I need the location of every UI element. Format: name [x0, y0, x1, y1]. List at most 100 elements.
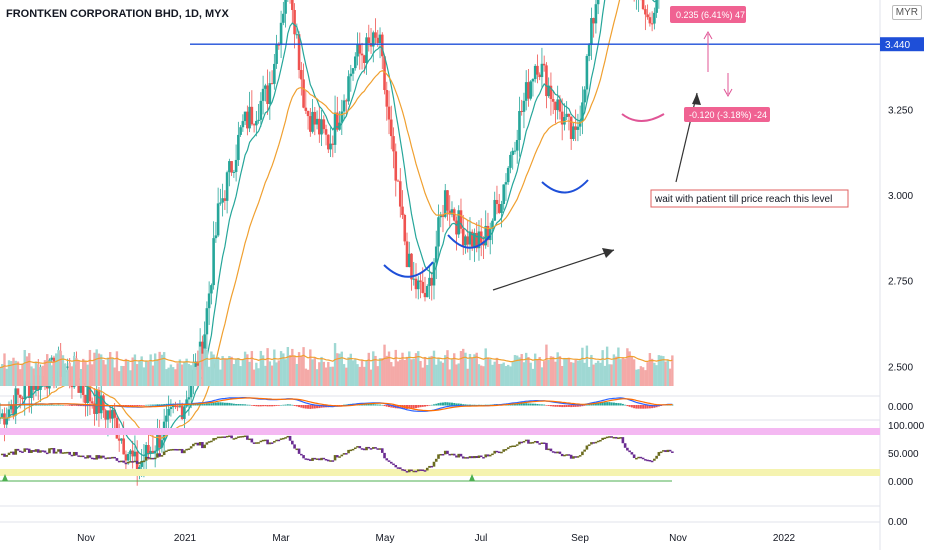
volume-bar — [59, 350, 62, 386]
rsi-bar — [648, 460, 652, 462]
rsi-bar — [488, 454, 492, 457]
candle-body — [587, 44, 591, 56]
rsi-bar — [142, 460, 146, 463]
rsi-bar — [68, 451, 72, 455]
macd-hist-bar — [462, 404, 465, 406]
macd-hist-bar — [617, 403, 620, 406]
volume-bar — [286, 347, 290, 386]
rsi-bar — [304, 458, 308, 460]
volume-bar — [104, 364, 107, 386]
macd-hist-bar — [46, 404, 49, 406]
candle-body — [583, 89, 586, 103]
volume-bar — [569, 362, 573, 386]
candle-body — [252, 124, 256, 126]
candle-body — [149, 450, 152, 454]
volume-bar — [169, 364, 173, 386]
volume-bar — [441, 362, 445, 386]
rsi-bar — [266, 439, 269, 445]
rsi-bar — [97, 455, 101, 459]
candle-body — [578, 121, 582, 127]
macd-hist-bar — [194, 404, 197, 406]
macd-hist-bar — [50, 404, 53, 406]
rsi-bar — [41, 450, 45, 452]
macd-hist-bar — [136, 405, 139, 407]
candle-body — [169, 407, 173, 410]
rsi-bar — [84, 457, 87, 459]
rsi-bar — [632, 454, 636, 459]
macd-hist-bar — [370, 404, 373, 406]
volume-bar — [610, 364, 613, 386]
macd-hist-bar — [316, 405, 319, 409]
rsi-bar — [450, 453, 454, 456]
trend-arrow-line — [492, 249, 615, 291]
rsi-bar — [356, 446, 359, 448]
candle-body — [120, 438, 123, 441]
macd-hist-bar — [432, 404, 435, 406]
rsi-bar — [57, 449, 60, 452]
macd-hist-bar — [43, 404, 46, 406]
macd-hist-bar — [244, 404, 247, 406]
candle-body — [520, 111, 523, 113]
rsi-bar — [99, 455, 103, 459]
volume-bar — [439, 361, 442, 386]
volume-bar — [662, 356, 665, 386]
volume-bar — [639, 366, 643, 386]
rsi-bar — [389, 461, 393, 464]
candle-body — [356, 43, 359, 57]
rsi-bar — [333, 455, 337, 461]
candle-body — [396, 180, 400, 182]
rsi-bar — [48, 448, 51, 454]
macd-hist-bar — [630, 405, 633, 408]
rsi-bar — [113, 456, 116, 459]
rsi-bar — [549, 448, 553, 452]
volume-bar — [369, 369, 373, 386]
rsi-bar — [327, 459, 330, 462]
rsi-tick-label: 50.000 — [888, 449, 919, 460]
volume-bar — [149, 354, 152, 386]
volume-bar — [88, 349, 92, 386]
macd-hist-bar — [133, 405, 136, 406]
rsi-bar — [461, 456, 465, 459]
volume-bar — [414, 353, 418, 386]
candle-body — [407, 253, 411, 268]
volume-bar — [354, 359, 357, 386]
candle-body — [560, 111, 564, 125]
volume-bar — [93, 352, 96, 386]
rsi-bar — [162, 451, 166, 456]
candle-body — [108, 410, 112, 419]
macd-hist-bar — [534, 403, 537, 406]
volume-bar — [491, 364, 494, 386]
volume-bar — [120, 365, 123, 386]
rsi-bar — [270, 442, 274, 444]
rsi-bar — [558, 451, 562, 454]
volume-bar — [498, 363, 501, 386]
rsi-bar — [484, 454, 488, 458]
volume-bar — [462, 348, 465, 386]
volume-bar — [387, 351, 391, 386]
candle-body — [549, 85, 553, 100]
rsi-bar — [666, 449, 670, 453]
volume-bar — [466, 368, 469, 386]
macd-hist-bar — [437, 403, 440, 406]
volume-bar — [327, 361, 330, 386]
candle-body — [491, 220, 494, 229]
candle-body — [248, 106, 251, 129]
macd-hist-bar — [421, 405, 424, 407]
rsi-bar — [630, 452, 634, 455]
rsi-bar — [497, 451, 501, 454]
rsi-bar — [587, 444, 591, 446]
macd-hist-bar — [57, 404, 60, 406]
volume-bar — [239, 366, 242, 386]
volume-bar — [590, 354, 593, 386]
currency-label[interactable]: MYR — [891, 5, 922, 20]
cup-curve — [383, 261, 434, 278]
volume-bar — [266, 348, 269, 386]
rsi-bar — [75, 451, 78, 456]
volume-bar — [448, 369, 451, 386]
candle-body — [416, 280, 420, 290]
rsi-bar — [189, 446, 193, 449]
candle-body — [443, 190, 447, 217]
volume-bar — [500, 363, 503, 386]
macd-hist-bar — [61, 404, 64, 406]
